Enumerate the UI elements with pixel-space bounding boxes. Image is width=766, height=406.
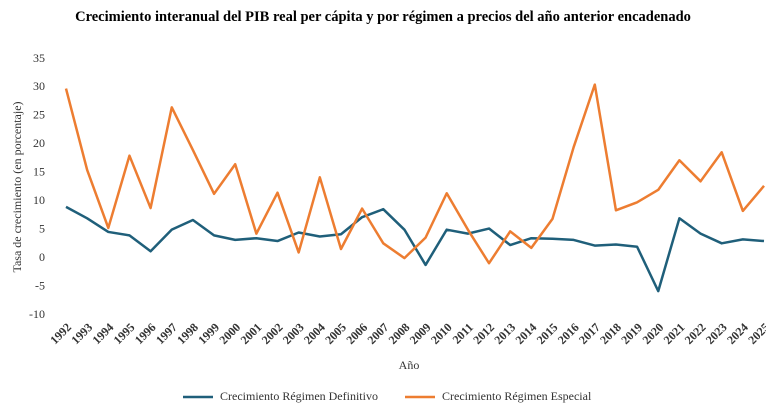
x-axis-label: Año: [399, 358, 420, 372]
x-tick-label: 2024: [724, 320, 751, 347]
x-tick-label: 2023: [703, 320, 730, 347]
y-tick-label: 35: [33, 51, 45, 65]
y-axis-label: Tasa de crecimiento (en porcentaje): [10, 101, 24, 272]
y-tick-label: 0: [39, 250, 45, 264]
x-tick-label: 1992: [47, 320, 74, 347]
legend-label: Crecimiento Régimen Especial: [442, 389, 592, 403]
y-tick-label: 25: [33, 108, 45, 122]
x-tick-label: 2020: [639, 320, 666, 347]
x-tick-label: 2013: [491, 320, 518, 347]
x-tick-label: 1993: [68, 320, 95, 347]
x-tick-label: 2002: [259, 320, 286, 347]
x-tick-label: 1998: [174, 320, 201, 347]
y-tick-label: -10: [29, 307, 45, 321]
x-tick-label: 1999: [195, 320, 222, 347]
y-tick-label: 15: [33, 165, 45, 179]
x-tick-label: 1995: [111, 320, 138, 347]
x-tick-label: 2000: [216, 320, 243, 347]
x-tick-label: 2014: [513, 320, 540, 347]
legend-label: Crecimiento Régimen Definitivo: [220, 389, 378, 403]
y-tick-label: 5: [39, 221, 45, 235]
series-line: [64, 83, 765, 265]
y-tick-label: 30: [33, 79, 45, 93]
x-tick-label: 2015: [534, 320, 561, 347]
x-tick-label: 2008: [386, 320, 413, 347]
x-tick-label: 2021: [661, 320, 688, 347]
y-tick-label: 20: [33, 136, 45, 150]
x-tick-label: 2007: [364, 320, 391, 347]
x-tick-label: 2012: [470, 320, 497, 347]
x-tick-label: 2022: [682, 320, 709, 347]
x-tick-label: 2011: [450, 320, 476, 346]
x-tick-label: 1994: [89, 320, 116, 347]
y-tick-label: -5: [35, 278, 45, 292]
x-tick-label: 2016: [555, 320, 582, 347]
x-tick-label: 2018: [597, 320, 624, 347]
y-tick-label: 10: [33, 193, 45, 207]
x-tick-label: 2006: [343, 320, 370, 347]
x-tick-label: 2017: [576, 320, 603, 347]
chart-title: Crecimiento interanual del PIB real per …: [75, 9, 691, 25]
x-tick-label: 2003: [280, 320, 307, 347]
x-tick-label: 2019: [618, 320, 645, 347]
x-tick-label: 1996: [132, 320, 159, 347]
x-tick-label: 1997: [153, 320, 180, 347]
x-tick-label: 2004: [301, 320, 328, 347]
x-tick-label: 2005: [322, 320, 349, 347]
x-tick-label: 2009: [407, 320, 434, 347]
x-tick-label: 2025: [745, 320, 766, 347]
x-tick-label: 2001: [238, 320, 265, 347]
x-tick-label: 2010: [428, 320, 455, 347]
